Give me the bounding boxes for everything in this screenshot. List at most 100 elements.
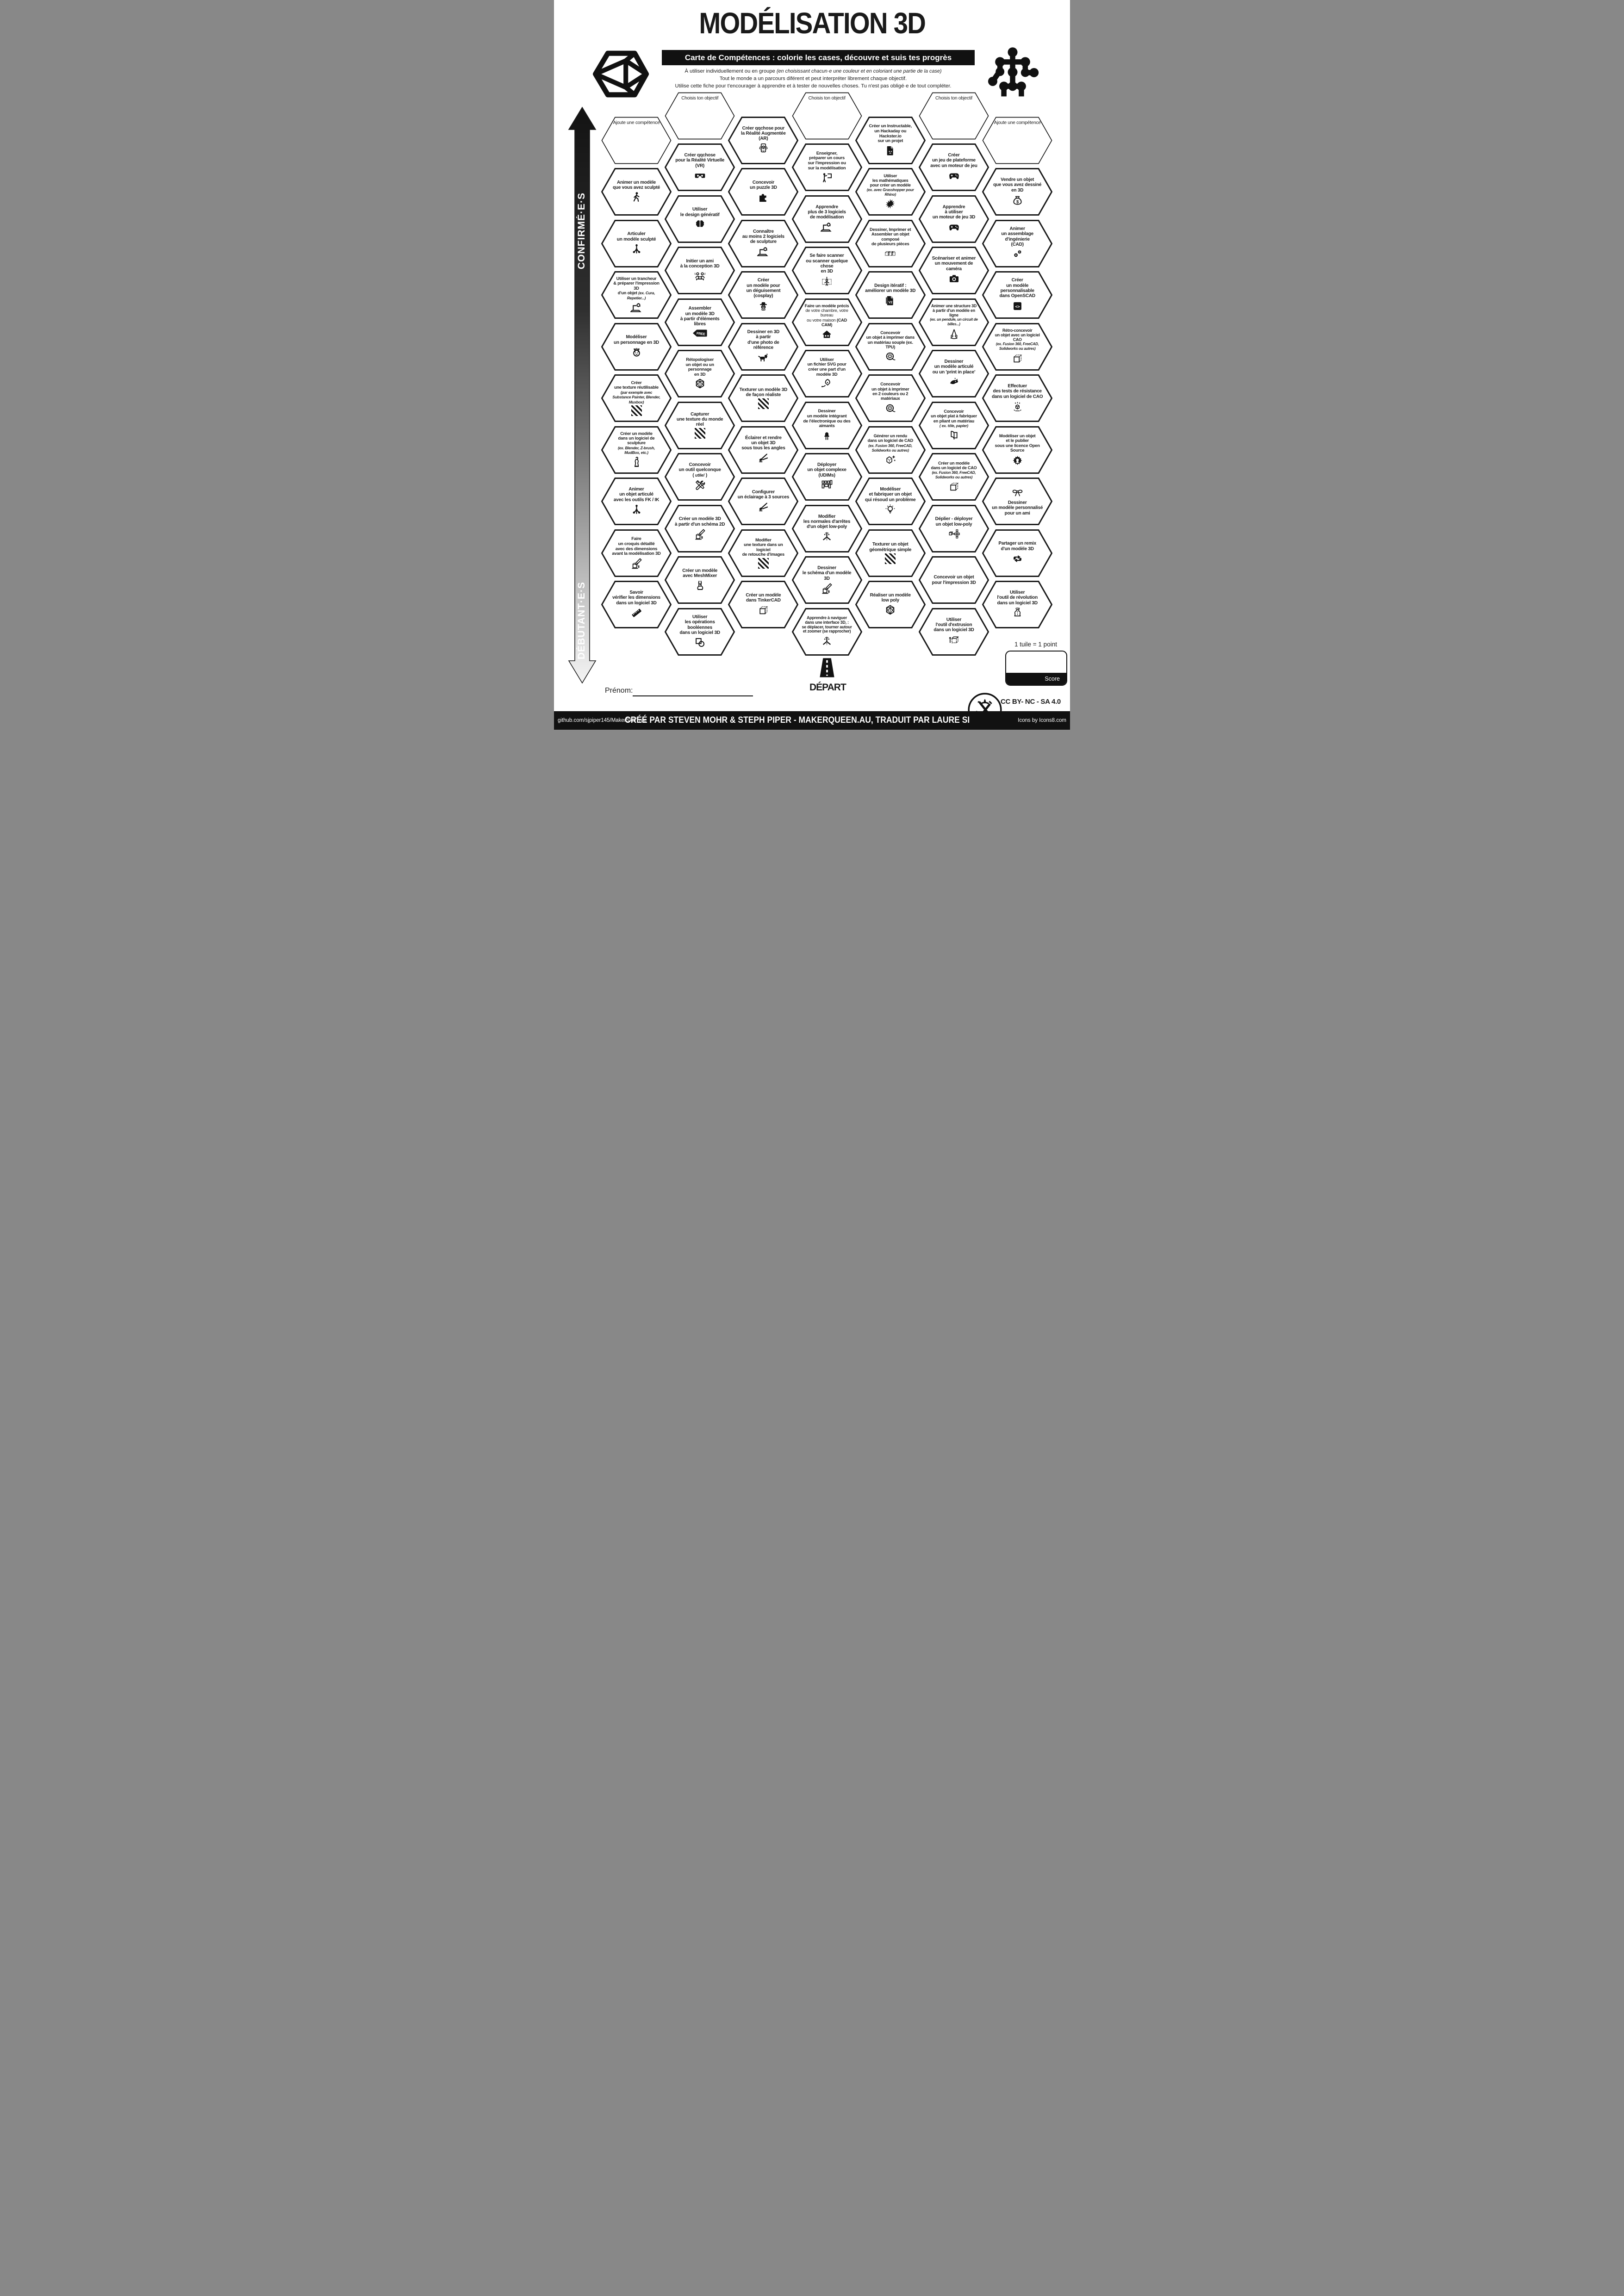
score-input-area[interactable] bbox=[1006, 652, 1066, 673]
hex-2-couleurs-materiaux[interactable]: Concevoir un objet à imprimer en 2 couleur… bbox=[855, 374, 926, 422]
hex-modeliser-personnage[interactable]: Modéliser un personnage en 3D bbox=[601, 323, 672, 371]
hex-deplier-low-poly[interactable]: Déplier - déployer un objet low-poly bbox=[919, 504, 989, 552]
hex-outil-revolution[interactable]: Utiliser l'outil de révolution dans un log… bbox=[982, 581, 1053, 628]
hex-content: Scénariser et animer un mouvement de camé… bbox=[919, 247, 989, 294]
hex-ajoute-competence-gauche[interactable]: Ajoute une compétence bbox=[601, 117, 672, 164]
hex-texturer-geometrique[interactable]: Texturer un objet géométrique simple bbox=[855, 529, 926, 577]
hex-outline bbox=[982, 323, 1053, 371]
hex-tinkercad[interactable]: Créer un modèle dans TinkerCAD bbox=[728, 581, 799, 628]
hex-mouvement-camera[interactable]: Scénariser et animer un mouvement de camé… bbox=[919, 247, 989, 294]
hex-modele-pour-ami[interactable]: Dessiner un modèle personnalisé pour un am… bbox=[982, 478, 1053, 525]
hex-materiau-souple-tpu[interactable]: Concevoir un objet à imprimer dans un maté… bbox=[855, 323, 926, 371]
hex-outline bbox=[982, 168, 1053, 216]
hex-content: Concevoir un objet pour l'impression 3D bbox=[919, 556, 989, 604]
hex-label: Concevoir un puzzle 3D bbox=[750, 180, 777, 190]
hex-openscad[interactable]: Créer un modèle personnalisable dans OpenS… bbox=[982, 271, 1053, 319]
hex-licence-open-source[interactable]: Modéliser un objet et le publier sous une … bbox=[982, 426, 1053, 474]
footer-repo-link[interactable]: github.com/sjpiper145/MakerSkillTree bbox=[558, 718, 647, 723]
hex-outline bbox=[601, 271, 672, 319]
hex-assembler-elements-libres[interactable]: Assembler un modèle 3D à partir d'éléments… bbox=[665, 298, 735, 346]
hex-objectif-1[interactable]: Choisis ton objectif bbox=[665, 92, 735, 140]
hex-mathematiques-grasshopper[interactable]: Utiliser les mathématiques pour créer un m… bbox=[855, 168, 926, 216]
hex-retopologiser[interactable]: Rétopologiser un objet ou un personnage en… bbox=[665, 350, 735, 397]
hex-moteur-jeu-3d[interactable]: Apprendre à utiliser un moteur de jeu 3D bbox=[919, 195, 989, 243]
hex-label: Créer qqchose pour la Réalité Augmentée (… bbox=[741, 125, 786, 142]
hex-objectif-2[interactable]: Choisis ton objectif bbox=[792, 92, 862, 140]
hex-articuler-modele-sculpte[interactable]: Articuler un modèle sculpté bbox=[601, 219, 672, 267]
hex-photo-reference[interactable]: Dessiner en 3D à partir d'une photo de réf… bbox=[728, 323, 799, 371]
hex-fichier-svg[interactable]: Utiliser un fichier SVG pour créer une par… bbox=[791, 350, 862, 397]
hex-generer-rendu[interactable]: Générer un rendu dans un logiciel de CAD(… bbox=[855, 426, 926, 474]
hex-label: Configurer un éclairage à 3 sources bbox=[737, 489, 790, 500]
hex-texturer-realiste[interactable]: Texturer un modèle 3D de façon réaliste bbox=[728, 374, 799, 422]
hex-normales-low-poly[interactable]: Modifier les normales d'arrêtes d'un objet… bbox=[791, 504, 862, 552]
hex-outline bbox=[728, 168, 799, 216]
intro-line-1: À utiliser individuellement ou en groupe… bbox=[684, 68, 942, 74]
hex-puzzle-3d[interactable]: Concevoir un puzzle 3D bbox=[728, 168, 799, 216]
hex-jeu-plateforme[interactable]: Créer un jeu de plateforme avec un moteur … bbox=[919, 143, 989, 191]
hex-print-in-place[interactable]: Dessiner un modèle articulé ou un 'print i… bbox=[919, 350, 989, 397]
hex-animer-modele-sculpte[interactable]: Animer un modèle que vous avez sculpté bbox=[601, 168, 672, 216]
hex-label: Créer un modèle dans un logiciel de sculp… bbox=[617, 431, 655, 455]
hex-deguisement-cosplay[interactable]: Créer un modèle pour un déguisement (cospl… bbox=[728, 271, 799, 319]
hex-modele-low-poly[interactable]: Réaliser un modèle low poly bbox=[855, 581, 926, 628]
hex-outil-extrusion[interactable]: Utiliser l'outil d'extrusion dans un logic… bbox=[919, 608, 989, 656]
hex-label: Utiliser l'outil d'extrusion dans un logic… bbox=[933, 617, 974, 633]
hex-outline bbox=[601, 374, 672, 422]
first-name-input-line[interactable] bbox=[633, 695, 753, 696]
hex-objectif-3[interactable]: Choisis ton objectif bbox=[919, 92, 989, 140]
hex-design-generatif[interactable]: Utiliser le design génératif bbox=[665, 195, 735, 243]
hex-label: Déployer un objet complexe (UDIMs) bbox=[807, 462, 846, 478]
hex-capturer-texture[interactable]: Capturer une texture du monde réel bbox=[665, 401, 735, 449]
hex-assemblage-ingenierie[interactable]: Animer un assemblage d'ingénierie (CAD) bbox=[982, 219, 1053, 267]
hex-schema-modele-3d[interactable]: Dessiner le schéma d'un modèle 3D bbox=[791, 556, 862, 604]
hex-tests-resistance[interactable]: Effectuer des tests de résistance dans un … bbox=[982, 374, 1053, 422]
hex-design-iteratif[interactable]: Design itératif : améliorer un modèle 3D bbox=[855, 271, 926, 319]
hex-enseigner-cours[interactable]: Enseigner, préparer un cours sur l'impress… bbox=[791, 143, 862, 191]
hex-modele-schema-2d[interactable]: Créer un modèle 3D à partir d'un schéma 2… bbox=[665, 504, 735, 552]
footer-icons-credit[interactable]: Icons by Icons8.com bbox=[1018, 718, 1066, 723]
hex-eclairage-3-sources[interactable]: Configurer un éclairage à 3 sources bbox=[728, 478, 799, 525]
hex-eclairer-rendre[interactable]: Éclairer et rendre un objet 3D sous tous l… bbox=[728, 426, 799, 474]
hex-deployer-udims[interactable]: Déployer un objet complexe (UDIMs) bbox=[791, 453, 862, 501]
hex-vendre-objet[interactable]: Vendre un objet que vous avez dessiné en … bbox=[982, 168, 1053, 216]
hex-modele-precis-maison[interactable]: Faire un modèle précis de votre chambre, … bbox=[791, 298, 862, 346]
cosplay-icon bbox=[759, 301, 767, 310]
hex-retouche-images[interactable]: Modifier une texture dans un logiciel de r… bbox=[728, 529, 799, 577]
hex-realite-virtuelle[interactable]: Créer qqchose pour la Réalité Virtuelle (… bbox=[665, 143, 735, 191]
code-icon bbox=[1013, 302, 1021, 310]
hex-meshmixer[interactable]: Créer un modèle avec MeshMixer bbox=[665, 556, 735, 604]
hex-objet-impression-3d[interactable]: Concevoir un objet pour l'impression 3D bbox=[919, 556, 989, 604]
hex-verifier-dimensions[interactable]: Savoir vérifier les dimensions dans un log… bbox=[601, 581, 672, 628]
hex-se-faire-scanner[interactable]: Se faire scanner ou scanner quelque chose… bbox=[791, 247, 862, 294]
hex-content: Dessiner en 3D à partir d'une photo de réf… bbox=[728, 323, 798, 371]
hex-croquis-detaille[interactable]: Faire un croquis détaillé avec des dimensi… bbox=[601, 529, 672, 577]
hex-3-logiciels-modelisation[interactable]: Apprendre plus de 3 logiciels de modélisat… bbox=[791, 195, 862, 243]
hex-label: Créer une texture réutilisable (par exempl… bbox=[612, 380, 660, 404]
hex-operations-booleennes[interactable]: Utiliser les opérations booléennes dans un… bbox=[665, 608, 735, 656]
hex-electronique-aimants[interactable]: Dessiner un modèle intégrant de l'électron… bbox=[791, 401, 862, 449]
hex-objet-plusieurs-pieces[interactable]: Dessiner, Imprimer et Assembler un objet … bbox=[855, 219, 926, 267]
hex-modele-logiciel-sculpture[interactable]: Créer un modèle dans un logiciel de sculp… bbox=[601, 426, 672, 474]
hex-initier-ami[interactable]: Initier un ami à la conception 3D bbox=[665, 247, 735, 294]
hex-naviguer-interface[interactable]: Apprendre à naviguer dans une interface 3… bbox=[791, 608, 862, 656]
hex-outil-quelconque[interactable]: Concevoir un outil quelconque( utile! ) bbox=[665, 453, 735, 501]
hex-objet-resoud-probleme[interactable]: Modéliser et fabriquer un objet qui résoud… bbox=[855, 478, 926, 525]
hex-ajoute-competence-droite[interactable]: Ajoute une compétence bbox=[982, 117, 1052, 164]
hex-partager-remix[interactable]: Partager un remix d'un modèle 3D bbox=[982, 529, 1053, 577]
vr-icon bbox=[695, 174, 705, 178]
hex-content: Concevoir un puzzle 3D bbox=[728, 168, 798, 216]
hex-outline bbox=[665, 195, 735, 243]
hex-instructable[interactable]: Créer un Instructable, un Hackaday ou Hac… bbox=[855, 116, 926, 164]
hex-trancheur-impression[interactable]: Utiliser un trancheur & préparer l'impres… bbox=[601, 271, 672, 319]
puzzle-icon bbox=[759, 194, 766, 202]
hex-texture-reutilisable[interactable]: Créer une texture réutilisable (par exempl… bbox=[601, 374, 672, 422]
hex-objet-plat-pliant[interactable]: Concevoir un objet plat à fabriquer en pli… bbox=[919, 401, 989, 449]
hex-animer-fk-ik[interactable]: Animer un objet articulé avec les outils F… bbox=[601, 478, 672, 525]
hex-content: Modéliser un objet et le publier sous une … bbox=[982, 426, 1052, 474]
hex-realite-augmentee[interactable]: Créer qqchose pour la Réalité Augmentée (… bbox=[728, 116, 799, 164]
hex-structure-3d-en-ligne[interactable]: Animer une structure 3D à partir d'un mod… bbox=[919, 298, 989, 346]
hex-retro-concevoir[interactable]: Rétro-concevoir un objet avec un logiciel… bbox=[982, 323, 1053, 371]
hex-modele-logiciel-cao[interactable]: Créer un modèle dans un logiciel de CAO (e… bbox=[919, 453, 989, 501]
hex-logiciels-sculpture[interactable]: Connaître au moins 2 logiciels de sculptur… bbox=[728, 219, 799, 267]
